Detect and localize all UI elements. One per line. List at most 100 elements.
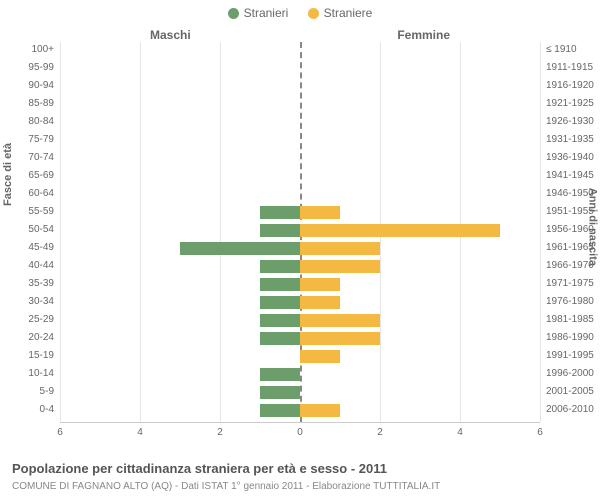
- legend-item-female: Straniere: [308, 6, 373, 20]
- bar-male: [260, 332, 300, 345]
- age-row: 25-291981-1985: [60, 312, 540, 330]
- age-label: 65-69: [4, 170, 54, 181]
- age-label: 40-44: [4, 260, 54, 271]
- age-label: 90-94: [4, 80, 54, 91]
- age-label: 35-39: [4, 278, 54, 289]
- age-label: 75-79: [4, 134, 54, 145]
- age-row: 30-341976-1980: [60, 294, 540, 312]
- birth-year-label: 1911-1915: [546, 62, 600, 73]
- x-tick-label: 4: [137, 427, 143, 438]
- chart-subtitle: COMUNE DI FAGNANO ALTO (AQ) - Dati ISTAT…: [12, 481, 440, 492]
- birth-year-label: 2006-2010: [546, 404, 600, 415]
- x-tick-label: 0: [297, 427, 303, 438]
- bar-male: [260, 296, 300, 309]
- birth-year-label: 1991-1995: [546, 350, 600, 361]
- x-tick-label: 2: [217, 427, 223, 438]
- age-label: 55-59: [4, 206, 54, 217]
- chart-title: Popolazione per cittadinanza straniera p…: [12, 461, 387, 476]
- bar-male: [260, 278, 300, 291]
- age-row: 65-691941-1945: [60, 168, 540, 186]
- age-row: 10-141996-2000: [60, 366, 540, 384]
- bar-female: [300, 404, 340, 417]
- bar-male: [180, 242, 300, 255]
- age-row: 95-991911-1915: [60, 60, 540, 78]
- age-row: 90-941916-1920: [60, 78, 540, 96]
- bar-female: [300, 206, 340, 219]
- age-label: 25-29: [4, 314, 54, 325]
- birth-year-label: 1996-2000: [546, 368, 600, 379]
- birth-year-label: 1936-1940: [546, 152, 600, 163]
- age-label: 50-54: [4, 224, 54, 235]
- bar-male: [260, 368, 300, 381]
- x-axis-line: [60, 422, 540, 423]
- bar-female: [300, 242, 380, 255]
- age-row: 35-391971-1975: [60, 276, 540, 294]
- age-row: 60-641946-1950: [60, 186, 540, 204]
- age-label: 30-34: [4, 296, 54, 307]
- age-row: 45-491961-1965: [60, 240, 540, 258]
- age-row: 70-741936-1940: [60, 150, 540, 168]
- legend-swatch-female: [308, 8, 319, 19]
- age-label: 0-4: [4, 404, 54, 415]
- birth-year-label: 1961-1965: [546, 242, 600, 253]
- birth-year-label: 1926-1930: [546, 116, 600, 127]
- age-row: 55-591951-1955: [60, 204, 540, 222]
- birth-year-label: 1921-1925: [546, 98, 600, 109]
- column-header-female: Femmine: [397, 28, 450, 42]
- bar-male: [260, 206, 300, 219]
- bar-male: [260, 314, 300, 327]
- age-row: 100+≤ 1910: [60, 42, 540, 60]
- age-label: 95-99: [4, 62, 54, 73]
- age-label: 5-9: [4, 386, 54, 397]
- age-row: 50-541956-1960: [60, 222, 540, 240]
- age-label: 60-64: [4, 188, 54, 199]
- age-row: 5-92001-2005: [60, 384, 540, 402]
- legend-label-male: Stranieri: [244, 6, 289, 20]
- age-label: 85-89: [4, 98, 54, 109]
- age-label: 80-84: [4, 116, 54, 127]
- age-row: 40-441966-1970: [60, 258, 540, 276]
- age-row: 0-42006-2010: [60, 402, 540, 420]
- bar-male: [260, 260, 300, 273]
- legend-item-male: Stranieri: [228, 6, 289, 20]
- bar-female: [300, 296, 340, 309]
- birth-year-label: 1916-1920: [546, 80, 600, 91]
- age-label: 10-14: [4, 368, 54, 379]
- bar-male: [260, 404, 300, 417]
- bar-female: [300, 224, 500, 237]
- birth-year-label: 1951-1955: [546, 206, 600, 217]
- x-tick-label: 2: [377, 427, 383, 438]
- gridline: [540, 42, 541, 422]
- age-label: 70-74: [4, 152, 54, 163]
- legend-swatch-male: [228, 8, 239, 19]
- x-tick-label: 4: [457, 427, 463, 438]
- bar-female: [300, 278, 340, 291]
- birth-year-label: 1931-1935: [546, 134, 600, 145]
- age-row: 20-241986-1990: [60, 330, 540, 348]
- age-label: 45-49: [4, 242, 54, 253]
- birth-year-label: 2001-2005: [546, 386, 600, 397]
- birth-year-label: 1971-1975: [546, 278, 600, 289]
- bar-female: [300, 314, 380, 327]
- birth-year-label: 1946-1950: [546, 188, 600, 199]
- age-row: 15-191991-1995: [60, 348, 540, 366]
- age-label: 100+: [4, 44, 54, 55]
- age-row: 85-891921-1925: [60, 96, 540, 114]
- birth-year-label: 1981-1985: [546, 314, 600, 325]
- column-header-male: Maschi: [150, 28, 191, 42]
- birth-year-label: ≤ 1910: [546, 44, 600, 55]
- x-tick-label: 6: [537, 427, 543, 438]
- bar-male: [260, 224, 300, 237]
- bar-female: [300, 332, 380, 345]
- age-label: 15-19: [4, 350, 54, 361]
- birth-year-label: 1941-1945: [546, 170, 600, 181]
- bar-male: [260, 386, 300, 399]
- legend: Stranieri Straniere: [0, 6, 600, 22]
- legend-label-female: Straniere: [324, 6, 373, 20]
- x-tick-label: 6: [57, 427, 63, 438]
- birth-year-label: 1966-1970: [546, 260, 600, 271]
- plot-area: 6420246100+≤ 191095-991911-191590-941916…: [60, 42, 540, 422]
- age-label: 20-24: [4, 332, 54, 343]
- birth-year-label: 1986-1990: [546, 332, 600, 343]
- bar-female: [300, 350, 340, 363]
